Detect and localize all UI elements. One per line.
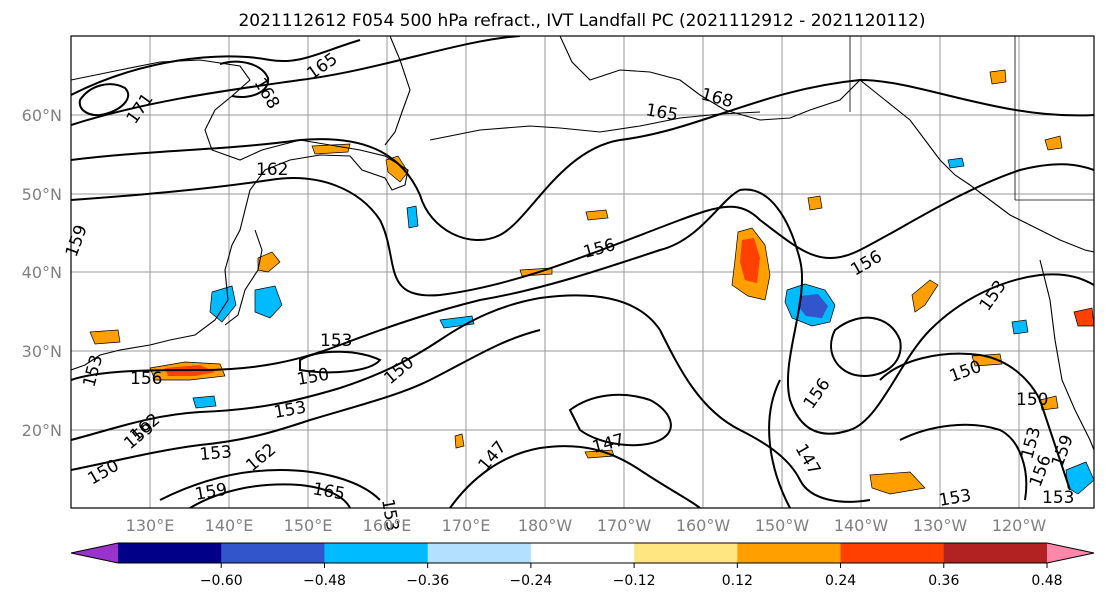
colorbar-tick-label: 0.36 [928, 573, 959, 589]
positive-anomaly-patch [585, 209, 609, 221]
contour-label: 162 [256, 160, 288, 180]
aleutian-islands [429, 111, 761, 141]
negative-anomaly-patch [406, 205, 419, 229]
lat-label: 40°N [22, 263, 62, 282]
contour-label: 150 [1016, 390, 1048, 410]
positive-anomaly-patch [869, 471, 926, 495]
colorbar-segment [840, 543, 945, 563]
colorbar-segment [634, 543, 738, 563]
positive-anomaly-core [740, 238, 760, 283]
asia-coastline [71, 59, 409, 371]
contour-line [568, 393, 672, 447]
colorbar-tick-label: 0.48 [1031, 573, 1062, 589]
positive-anomaly-patch [971, 353, 1003, 367]
negative-anomaly-patch [192, 395, 217, 409]
height-contours [71, 36, 1094, 508]
lon-label: 150°W [755, 516, 810, 535]
japan-coastline [224, 229, 263, 326]
positive-anomaly-patch [454, 433, 465, 449]
colorbar-extend-min [71, 543, 118, 563]
lon-label: 120°W [992, 516, 1047, 535]
colorbar-segment [427, 543, 532, 563]
lon-label: 130°W [913, 516, 968, 535]
longitude-labels: 130°E 140°E 150°E 160°E 170°E 180°W 170°… [126, 516, 1047, 535]
colorbar-tick-label: −0.48 [303, 573, 346, 589]
latitude-labels: 60°N 50°N 40°N 30°N 20°N [22, 106, 62, 440]
positive-anomaly-patch [385, 155, 409, 183]
lon-label: 170°W [597, 516, 652, 535]
map-frame [70, 35, 1095, 509]
colorbar-tick-label: −0.24 [509, 573, 552, 589]
kamchatka-coastline [384, 36, 411, 146]
contour-line [449, 445, 701, 508]
lon-label: 160°W [676, 516, 731, 535]
colorbar-extend-max [1047, 543, 1094, 563]
contour-line [879, 352, 1071, 491]
positive-anomaly-patch [911, 279, 939, 313]
contour-line [159, 468, 381, 501]
colorbar-segment [737, 543, 842, 563]
lat-label: 60°N [22, 106, 62, 125]
contour-label: 153 [1042, 488, 1074, 508]
contour-line [71, 39, 361, 96]
contour-line [71, 329, 541, 471]
colorbar-tick-labels: −0.60 −0.48 −0.36 −0.24 −0.12 0.12 0.24 0.36 0.4… [200, 573, 1063, 589]
negative-anomaly-patch [209, 285, 237, 323]
figure-title: 2021112612 F054 500 hPa refract., IVT La… [238, 11, 925, 31]
colorbar-segment [943, 543, 1048, 563]
colorbar-tick-label: −0.12 [613, 573, 656, 589]
colorbar-tick-label: 0.12 [722, 573, 753, 589]
lon-label: 140°W [834, 516, 889, 535]
positive-anomaly-patch [1044, 135, 1063, 151]
contour-line [71, 78, 1094, 241]
contour-line [189, 483, 351, 508]
contour-line [71, 294, 871, 503]
colorbar-tick-label: 0.24 [825, 573, 856, 589]
lon-label: 140°E [205, 516, 254, 535]
contour-line [768, 379, 791, 508]
positive-anomaly-patch [1073, 307, 1094, 327]
contour-label: 156 [130, 369, 162, 389]
negative-anomaly-core [798, 294, 828, 318]
contour-line [71, 188, 1094, 435]
colorbar-tick-label: −0.60 [200, 573, 243, 589]
contour-line [78, 83, 130, 117]
contour-line [299, 350, 382, 374]
positive-anomaly-patch [989, 69, 1007, 85]
colorbar-outline [70, 542, 1095, 564]
north-america-west-coast [1039, 259, 1094, 451]
negative-anomaly-patch [254, 285, 283, 319]
lon-label: 150°E [284, 516, 333, 535]
contour-line [219, 60, 270, 98]
negative-anomaly-patch [947, 157, 965, 169]
colorbar [70, 542, 1095, 568]
colorbar-tick-label: −0.36 [406, 573, 449, 589]
positive-anomaly-patch [89, 329, 121, 345]
contour-line [71, 36, 521, 126]
lat-label: 30°N [22, 342, 62, 361]
lat-label: 20°N [22, 421, 62, 440]
colorbar-segment [530, 543, 635, 563]
contour-line [899, 423, 1028, 501]
colorbar-segment [221, 543, 325, 563]
contour-label: 153 [320, 331, 352, 351]
contour-line [71, 163, 1094, 297]
contour-line [830, 316, 902, 377]
colorbar-segment [324, 543, 429, 563]
lon-label: 180°W [518, 516, 573, 535]
lat-label: 50°N [22, 185, 62, 204]
lon-label: 160°E [363, 516, 412, 535]
lon-label: 130°E [126, 516, 175, 535]
negative-anomaly-patch [1011, 319, 1029, 335]
positive-anomaly-patch [807, 195, 823, 211]
colorbar-segment [118, 543, 222, 563]
contour-label: 153 [199, 442, 233, 465]
lon-label: 170°E [442, 516, 491, 535]
